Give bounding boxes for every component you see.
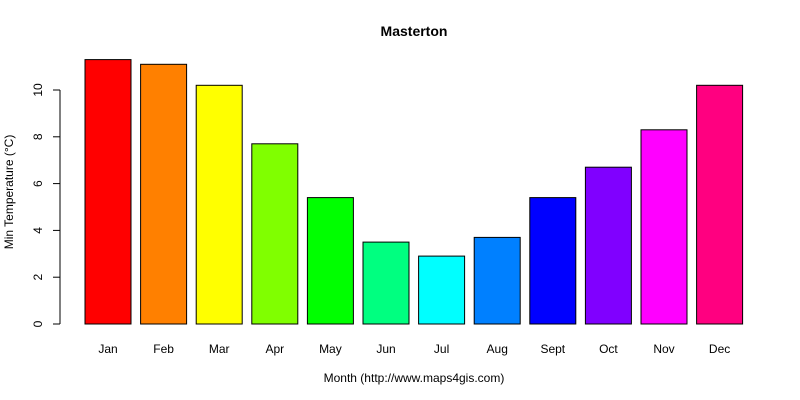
x-tick-label: Jul xyxy=(434,342,449,356)
bar-apr xyxy=(251,143,299,325)
y-tick-label: 0 xyxy=(31,320,45,327)
y-tick-label: 10 xyxy=(31,83,45,97)
y-tick-label: 6 xyxy=(31,180,45,187)
x-tick-label: Feb xyxy=(153,342,174,356)
chart-title: Masterton xyxy=(381,23,448,39)
bar-nov xyxy=(640,129,688,325)
x-tick-label: Jan xyxy=(98,342,117,356)
x-tick-label: Dec xyxy=(709,342,730,356)
x-tick-label: Jun xyxy=(376,342,395,356)
y-tick-label: 8 xyxy=(31,133,45,140)
x-axis-label: Month (http://www.maps4gis.com) xyxy=(324,371,505,385)
x-tick-label: May xyxy=(319,342,342,356)
bar-feb xyxy=(140,63,188,325)
bars-group xyxy=(84,59,744,325)
x-tick-labels: Jan Feb Mar Apr May Jun Jul Aug Sept Oct Nov Dec xyxy=(98,342,730,356)
bar-jan xyxy=(84,59,132,325)
bar-sept xyxy=(529,197,577,325)
bar-oct xyxy=(584,166,632,325)
x-tick-label: Sept xyxy=(540,342,565,356)
y-axis: 0 2 4 6 8 10 xyxy=(31,83,61,327)
bar-aug xyxy=(473,236,521,325)
y-axis-label: Min Temperature (°C) xyxy=(2,135,16,250)
x-tick-label: Mar xyxy=(209,342,230,356)
x-tick-label: Apr xyxy=(265,342,284,356)
x-tick-label: Nov xyxy=(653,342,674,356)
y-tick-label: 4 xyxy=(31,227,45,234)
bar-dec xyxy=(696,84,744,325)
bar-mar xyxy=(195,84,243,325)
x-tick-label: Aug xyxy=(487,342,508,356)
x-tick-label: Oct xyxy=(599,342,618,356)
y-tick-label: 2 xyxy=(31,274,45,281)
bar-jul xyxy=(418,255,466,325)
bar-jun xyxy=(362,241,410,325)
bar-may xyxy=(306,197,354,325)
